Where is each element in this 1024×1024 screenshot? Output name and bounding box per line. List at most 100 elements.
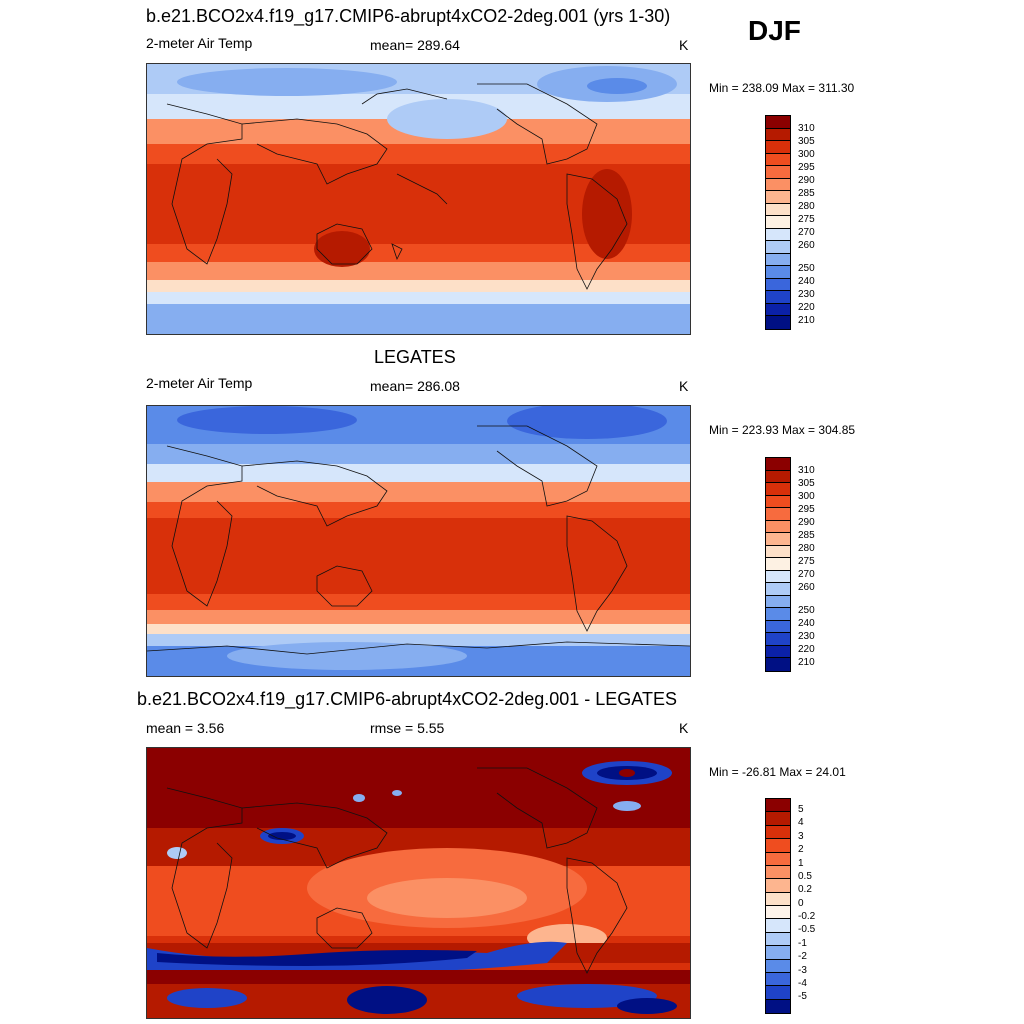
panel3-colorbar	[765, 798, 791, 1014]
colorbar-swatch	[766, 116, 790, 129]
colorbar-tick-label: 275	[798, 556, 815, 567]
colorbar-swatch	[766, 906, 790, 920]
colorbar-tick-label: 230	[798, 289, 815, 300]
colorbar-tick-label: -3	[798, 964, 807, 976]
colorbar-tick-label: 300	[798, 149, 815, 160]
colorbar-tick-label: 210	[798, 657, 815, 668]
colorbar-tick-label: 2	[798, 844, 804, 856]
panel1-units-label: K	[679, 37, 689, 53]
colorbar-tick-label: 220	[798, 302, 815, 313]
colorbar-swatch	[766, 228, 790, 241]
colorbar-swatch	[766, 919, 790, 933]
colorbar-tick-label: 300	[798, 491, 815, 502]
panel2-title: LEGATES	[374, 347, 456, 367]
colorbar-tick-label: 250	[798, 605, 815, 616]
panel1-colorbar	[765, 115, 791, 330]
colorbar-tick-label: -0.5	[798, 924, 816, 936]
panel3-title: b.e21.BCO2x4.f19_g17.CMIP6-abrupt4xCO2-2…	[137, 689, 677, 709]
panel3-units-label: K	[679, 720, 689, 736]
colorbar-tick-label: 230	[798, 631, 815, 642]
colorbar-swatch	[766, 986, 790, 1000]
colorbar-tick-label: 250	[798, 263, 815, 274]
colorbar-swatch	[766, 520, 790, 533]
colorbar-swatch	[766, 839, 790, 853]
colorbar-tick-label: 305	[798, 136, 815, 147]
colorbar-swatch	[766, 178, 790, 191]
colorbar-swatch	[766, 470, 790, 483]
colorbar-tick-label: 290	[798, 175, 815, 186]
colorbar-tick-label: 285	[798, 188, 815, 199]
colorbar-tick-label: 270	[798, 227, 815, 238]
colorbar-swatch	[766, 825, 790, 840]
colorbar-tick-label: 280	[798, 543, 815, 554]
colorbar-swatch	[766, 633, 790, 646]
panel1-minmax-label: Min = 238.09 Max = 311.30	[709, 81, 855, 95]
colorbar-swatch	[766, 608, 790, 621]
colorbar-tick-label: 280	[798, 201, 815, 212]
colorbar-swatch	[766, 533, 790, 546]
colorbar-tick-label: 260	[798, 240, 815, 251]
colorbar-tick-label: 0.2	[798, 884, 812, 896]
colorbar-tick-label: 3	[798, 830, 804, 842]
colorbar-swatch	[766, 620, 790, 633]
colorbar-swatch	[766, 303, 790, 316]
panel1-mean-label: mean= 289.64	[370, 37, 460, 53]
panel3-map	[146, 747, 691, 1019]
panel2-variable-label: 2-meter Air Temp	[146, 375, 253, 391]
colorbar-tick-label: 310	[798, 465, 815, 476]
colorbar-swatch	[766, 495, 790, 508]
colorbar-swatch	[766, 932, 790, 947]
panel3-minmax-label: Min = -26.81 Max = 24.01	[709, 765, 846, 779]
season-label: DJF	[748, 15, 801, 46]
colorbar-swatch	[766, 166, 790, 179]
colorbar-swatch	[766, 266, 790, 279]
colorbar-swatch	[766, 595, 790, 608]
colorbar-swatch	[766, 892, 790, 906]
colorbar-tick-label: 5	[798, 804, 804, 815]
colorbar-tick-label: 275	[798, 214, 815, 225]
colorbar-tick-label: -1	[798, 937, 807, 949]
colorbar-swatch	[766, 583, 790, 596]
colorbar-swatch	[766, 316, 790, 329]
panel2-mean-label: mean= 286.08	[370, 378, 460, 394]
colorbar-tick-label: 0.5	[798, 870, 812, 882]
colorbar-swatch	[766, 799, 790, 813]
panel1-map	[146, 63, 691, 335]
colorbar-swatch	[766, 253, 790, 266]
panel2-minmax-label: Min = 223.93 Max = 304.85	[709, 423, 856, 437]
colorbar-swatch	[766, 558, 790, 571]
colorbar-tick-label: 305	[798, 478, 815, 489]
colorbar-swatch	[766, 458, 790, 471]
colorbar-tick-label: 0	[798, 897, 804, 909]
colorbar-tick-label: 285	[798, 530, 815, 541]
colorbar-tick-label: -0.2	[798, 911, 816, 922]
colorbar-swatch	[766, 241, 790, 254]
colorbar-swatch	[766, 658, 790, 671]
colorbar-swatch	[766, 865, 790, 880]
colorbar-swatch	[766, 570, 790, 583]
panel3-mean-label: mean = 3.56	[146, 720, 225, 736]
colorbar-tick-label: 295	[798, 504, 815, 515]
colorbar-tick-label: 220	[798, 644, 815, 655]
colorbar-swatch	[766, 812, 790, 826]
colorbar-tick-label: 270	[798, 569, 815, 580]
colorbar-tick-label: 1	[798, 857, 804, 869]
colorbar-tick-label: 240	[798, 618, 815, 629]
colorbar-swatch	[766, 128, 790, 141]
colorbar-swatch	[766, 508, 790, 521]
panel2-units-label: K	[679, 378, 689, 394]
panel2-colorbar	[765, 457, 791, 672]
colorbar-swatch	[766, 153, 790, 166]
panel2-map	[146, 405, 691, 677]
colorbar-tick-label: -2	[798, 951, 807, 963]
colorbar-swatch	[766, 879, 790, 893]
colorbar-swatch	[766, 278, 790, 291]
colorbar-tick-label: -4	[798, 977, 807, 989]
colorbar-swatch	[766, 645, 790, 658]
colorbar-tick-label: 240	[798, 276, 815, 287]
colorbar-swatch	[766, 483, 790, 496]
colorbar-swatch	[766, 203, 790, 216]
colorbar-tick-label: 310	[798, 123, 815, 134]
colorbar-swatch	[766, 141, 790, 154]
panel1-title: b.e21.BCO2x4.f19_g17.CMIP6-abrupt4xCO2-2…	[146, 6, 671, 26]
